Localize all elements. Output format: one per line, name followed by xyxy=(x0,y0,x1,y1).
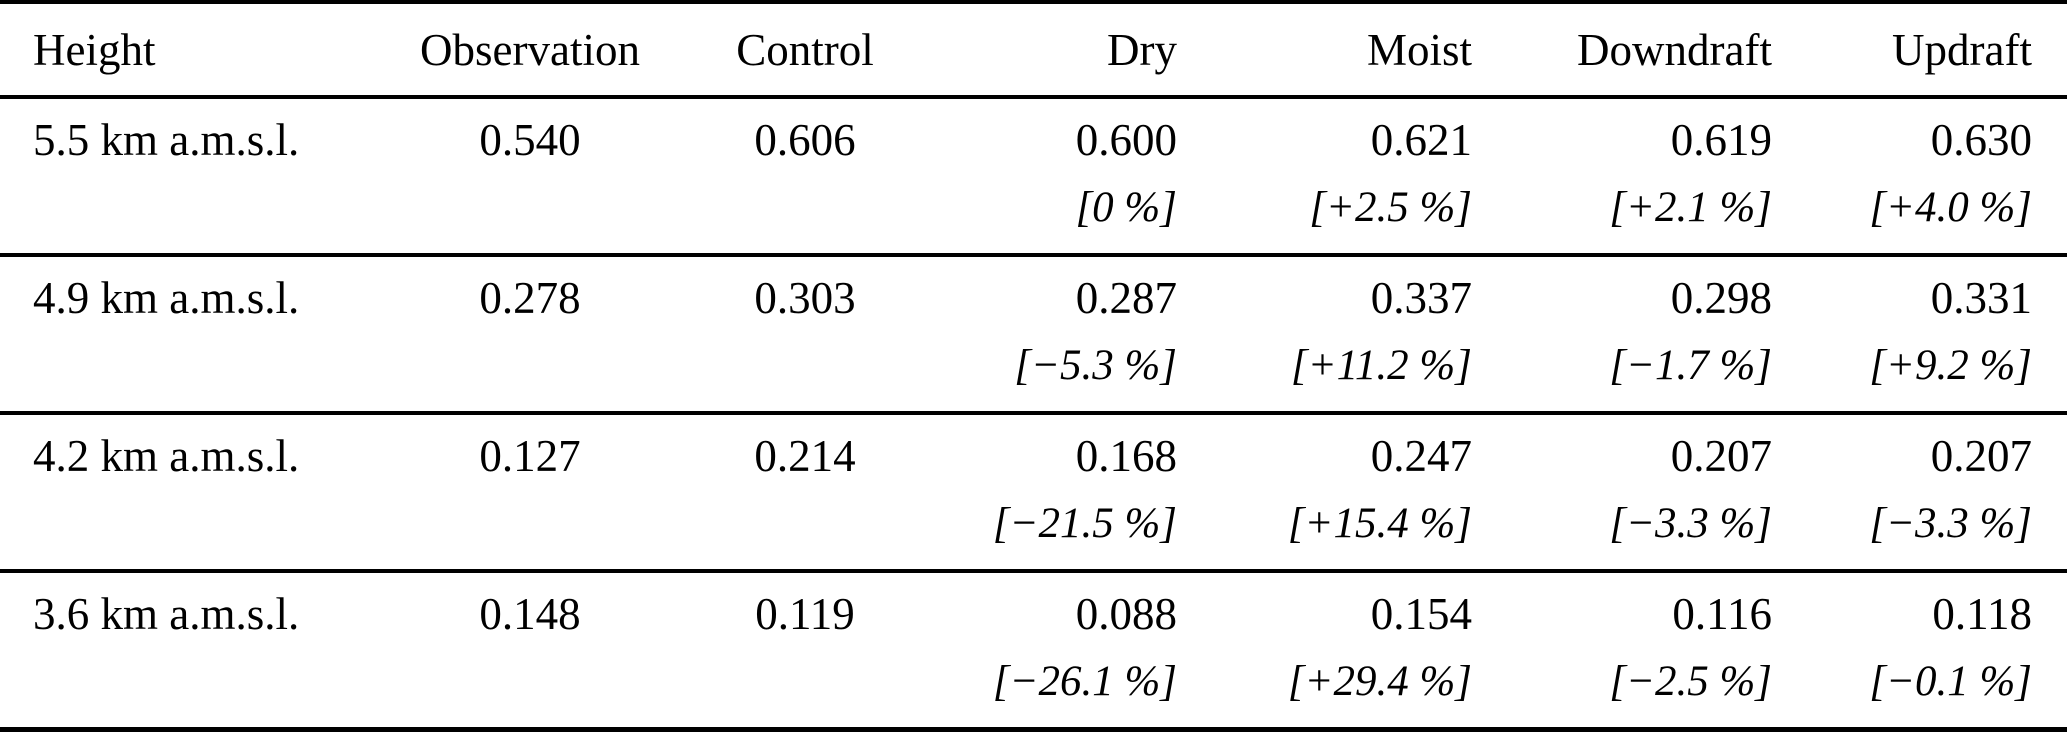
cell-updraft: 0.331 [+9.2 %] xyxy=(1780,255,2067,413)
cell-moist: 0.337 [+11.2 %] xyxy=(1185,255,1480,413)
cell-dry: 0.168 [−21.5 %] xyxy=(925,413,1185,571)
header-row: Height Observation Control Dry Moist Dow… xyxy=(0,2,2067,97)
cell-control: 0.303 xyxy=(685,255,925,413)
cell-downdraft: 0.207 [−3.3 %] xyxy=(1480,413,1780,571)
cell-change: [+2.5 %] xyxy=(1309,184,1472,231)
cell-change: [−3.3 %] xyxy=(1869,500,2032,547)
col-header-dry: Dry xyxy=(1107,24,1177,75)
cell-value: 0.119 xyxy=(755,589,855,639)
cell-height: 4.9 km a.m.s.l. xyxy=(0,255,375,413)
cell-change: [0 %] xyxy=(1075,184,1177,231)
cell-height: 5.5 km a.m.s.l. xyxy=(0,97,375,255)
col-header-height: Height xyxy=(33,24,156,75)
table-row: 4.9 km a.m.s.l. 0.278 0.303 0.287 [−5.3 … xyxy=(0,255,2067,413)
cell-value: 0.621 xyxy=(1370,115,1472,165)
cell-value: 0.118 xyxy=(1932,589,2032,639)
cell-change: [+11.2 %] xyxy=(1290,342,1472,389)
cell-value: 0.287 xyxy=(1075,273,1177,323)
height-label: 3.6 km a.m.s.l. xyxy=(33,589,300,639)
cell-downdraft: 0.298 [−1.7 %] xyxy=(1480,255,1780,413)
cell-value: 0.600 xyxy=(1075,115,1177,165)
cell-value: 0.207 xyxy=(1670,431,1772,481)
col-header-observation: Observation xyxy=(420,24,640,75)
col-header-control: Control xyxy=(736,24,874,75)
table-row: 4.2 km a.m.s.l. 0.127 0.214 0.168 [−21.5… xyxy=(0,413,2067,571)
height-label: 4.2 km a.m.s.l. xyxy=(33,431,300,481)
cell-updraft: 0.207 [−3.3 %] xyxy=(1780,413,2067,571)
cell-value: 0.298 xyxy=(1670,273,1772,323)
cell-value: 0.214 xyxy=(754,431,856,481)
cell-dry: 0.088 [−26.1 %] xyxy=(925,571,1185,729)
height-label: 4.9 km a.m.s.l. xyxy=(33,273,300,323)
cell-observation: 0.148 xyxy=(375,571,685,729)
cell-control: 0.606 xyxy=(685,97,925,255)
cell-observation: 0.127 xyxy=(375,413,685,571)
table-row: 5.5 km a.m.s.l. 0.540 0.606 0.600 [0 %] … xyxy=(0,97,2067,255)
cell-change: [−0.1 %] xyxy=(1869,658,2032,705)
col-header-moist: Moist xyxy=(1366,24,1472,75)
cell-change: [+29.4 %] xyxy=(1287,658,1472,705)
cell-height: 4.2 km a.m.s.l. xyxy=(0,413,375,571)
cell-updraft: 0.118 [−0.1 %] xyxy=(1780,571,2067,729)
cell-value: 0.619 xyxy=(1670,115,1772,165)
cell-change: [+15.4 %] xyxy=(1287,500,1472,547)
cell-change: [−2.5 %] xyxy=(1609,658,1772,705)
cell-control: 0.214 xyxy=(685,413,925,571)
cell-updraft: 0.630 [+4.0 %] xyxy=(1780,97,2067,255)
cell-value: 0.127 xyxy=(479,431,581,481)
cell-change: [−5.3 %] xyxy=(1014,342,1177,389)
cell-moist: 0.247 [+15.4 %] xyxy=(1185,413,1480,571)
cell-change: [−3.3 %] xyxy=(1609,500,1772,547)
cell-value: 0.337 xyxy=(1370,273,1472,323)
cell-value: 0.207 xyxy=(1930,431,2032,481)
cell-moist: 0.154 [+29.4 %] xyxy=(1185,571,1480,729)
cell-control: 0.119 xyxy=(685,571,925,729)
col-header-updraft: Updraft xyxy=(1892,24,2032,75)
cell-change: [+9.2 %] xyxy=(1869,342,2032,389)
cell-change: [+4.0 %] xyxy=(1869,184,2032,231)
cell-value: 0.278 xyxy=(479,273,581,323)
cell-dry: 0.600 [0 %] xyxy=(925,97,1185,255)
cell-value: 0.116 xyxy=(1672,589,1772,639)
cell-value: 0.247 xyxy=(1370,431,1472,481)
cell-value: 0.154 xyxy=(1370,589,1472,639)
cell-value: 0.606 xyxy=(754,115,856,165)
cell-height: 3.6 km a.m.s.l. xyxy=(0,571,375,729)
table-row: 3.6 km a.m.s.l. 0.148 0.119 0.088 [−26.1… xyxy=(0,571,2067,729)
cell-value: 0.303 xyxy=(754,273,856,323)
cell-change: [−26.1 %] xyxy=(992,658,1177,705)
cell-value: 0.331 xyxy=(1930,273,2032,323)
height-label: 5.5 km a.m.s.l. xyxy=(33,115,300,165)
col-header-downdraft: Downdraft xyxy=(1577,24,1772,75)
cell-moist: 0.621 [+2.5 %] xyxy=(1185,97,1480,255)
cell-change: [−1.7 %] xyxy=(1609,342,1772,389)
cell-value: 0.630 xyxy=(1930,115,2032,165)
cell-dry: 0.287 [−5.3 %] xyxy=(925,255,1185,413)
cell-observation: 0.540 xyxy=(375,97,685,255)
cell-downdraft: 0.619 [+2.1 %] xyxy=(1480,97,1780,255)
cell-downdraft: 0.116 [−2.5 %] xyxy=(1480,571,1780,729)
cell-observation: 0.278 xyxy=(375,255,685,413)
cell-change: [−21.5 %] xyxy=(992,500,1177,547)
evaluation-table: Height Observation Control Dry Moist Dow… xyxy=(0,0,2067,732)
cell-value: 0.168 xyxy=(1075,431,1177,481)
cell-change: [+2.1 %] xyxy=(1609,184,1772,231)
cell-value: 0.540 xyxy=(479,115,581,165)
cell-value: 0.088 xyxy=(1075,589,1177,639)
cell-value: 0.148 xyxy=(479,589,581,639)
